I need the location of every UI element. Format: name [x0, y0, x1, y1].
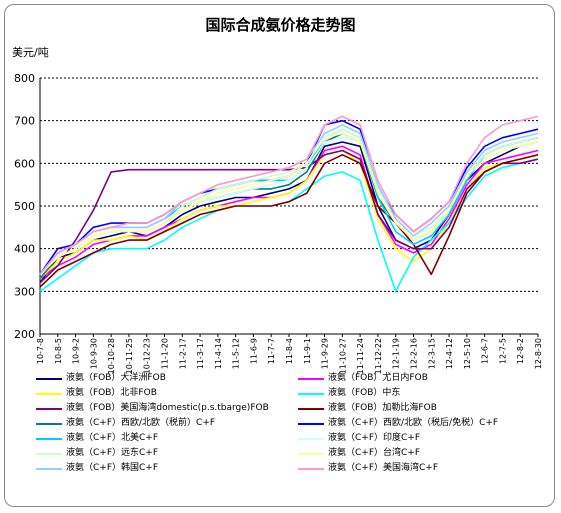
series-line — [39, 115, 539, 275]
x-tick-label: 12-8-30 — [534, 338, 543, 369]
legend-label: 液氨（C+F）台湾C+F — [328, 448, 421, 458]
x-tick-label: 12-1-19 — [392, 338, 401, 369]
x-tick-label: 11-9-1 — [303, 338, 312, 364]
x-tick-label: 12-3-15 — [427, 338, 436, 369]
x-tick-label: 11-8-4 — [285, 338, 294, 364]
chart-frame — [4, 4, 555, 507]
x-tick-label: 12-7-5 — [498, 338, 507, 364]
x-tick-label: 12-8-2 — [516, 338, 525, 364]
legend-swatch — [298, 393, 324, 395]
legend-swatch — [36, 438, 62, 440]
legend-swatch — [298, 453, 324, 455]
legend-label: 液氨（C+F）美国海湾C+F — [328, 463, 439, 473]
series-line — [39, 149, 539, 284]
legend-swatch — [36, 393, 62, 395]
legend-swatch — [36, 423, 62, 425]
y-axis-unit-label: 美元/吨 — [12, 46, 49, 59]
y-tick-label: 200 — [14, 328, 35, 341]
series-line — [39, 154, 539, 288]
legend-label: 液氨（FOB）美国海湾domestic(p.s.tbarge)FOB — [66, 403, 269, 413]
legend-label: 液氨（FOB）中东 — [328, 388, 401, 398]
y-tick-label: 800 — [14, 72, 35, 85]
x-tick-label: 11-4-14 — [214, 338, 223, 369]
x-tick-label: 12-6-7 — [481, 338, 490, 364]
y-tick-label: 300 — [14, 285, 35, 298]
legend-swatch — [298, 378, 324, 380]
chart-title: 国际合成氨价格走势图 — [205, 16, 356, 34]
x-tick-label: 11-12-22 — [374, 338, 383, 374]
x-tick-label: 11-6-9 — [249, 338, 258, 364]
x-tick-label: 11-3-17 — [196, 338, 205, 369]
x-tick-label: 11-9-29 — [321, 338, 330, 369]
x-tick-label: 10-12-23 — [143, 338, 152, 374]
legend-swatch — [298, 423, 324, 425]
x-tick-label: 12-4-12 — [445, 338, 454, 369]
x-tick-label: 11-11-24 — [356, 338, 365, 374]
series-line — [39, 149, 539, 280]
chart-legend: 液氨（FOB）大洋洲FOB 液氨（FOB）尤日内FOB 液氨（FOB）北非FOB 液氨… — [36, 372, 536, 492]
x-tick-label: 10-8-5 — [54, 338, 63, 364]
x-tick-label: 11-1-20 — [161, 338, 170, 369]
x-tick-label: 10-10-28 — [107, 338, 116, 374]
x-tick-label: 11-2-17 — [178, 338, 187, 369]
legend-label: 液氨（C+F）西欧/北欧（税前）C+F — [66, 418, 216, 428]
legend-label: 液氨（C+F）远东C+F — [66, 448, 159, 458]
series-line — [39, 145, 539, 280]
x-tick-label: 12-5-10 — [463, 338, 472, 369]
legend-label: 液氨（C+F）西欧/北欧（税后/免税）C+F — [328, 418, 499, 428]
legend-label: 液氨（C+F）韩国C+F — [66, 463, 159, 473]
x-tick-label: 11-10-27 — [338, 338, 347, 374]
legend-label: 液氨（FOB）北非FOB — [66, 388, 157, 398]
legend-label: 液氨（C+F）北美C+F — [66, 433, 159, 443]
legend-swatch — [36, 453, 62, 455]
y-tick-label: 700 — [14, 115, 35, 128]
legend-label: 液氨（FOB）加勒比海FOB — [328, 403, 437, 413]
x-tick-label: 10-9-30 — [89, 338, 98, 369]
legend-swatch — [298, 408, 324, 410]
x-tick-label: 11-7-7 — [267, 338, 276, 364]
x-tick-label: 10-9-2 — [72, 338, 81, 364]
x-tick-label: 11-5-12 — [232, 338, 241, 369]
legend-swatch — [298, 438, 324, 440]
y-tick-label: 600 — [14, 157, 35, 170]
x-tick-label: 12-2-16 — [410, 338, 419, 369]
legend-swatch — [36, 468, 62, 470]
series-line — [39, 124, 539, 275]
y-tick-label: 400 — [14, 243, 35, 256]
x-tick-label: 10-11-25 — [125, 338, 134, 374]
legend-label: 液氨（FOB）大洋洲FOB — [66, 373, 166, 383]
y-tick-label: 500 — [14, 200, 35, 213]
legend-label: 液氨（FOB）尤日内FOB — [328, 373, 428, 383]
legend-label: 液氨（C+F）印度C+F — [328, 433, 421, 443]
series-line — [39, 132, 539, 275]
legend-swatch — [298, 468, 324, 470]
legend-swatch — [36, 378, 62, 380]
legend-swatch — [36, 408, 62, 410]
x-tick-label: 10-7-8 — [36, 338, 45, 364]
